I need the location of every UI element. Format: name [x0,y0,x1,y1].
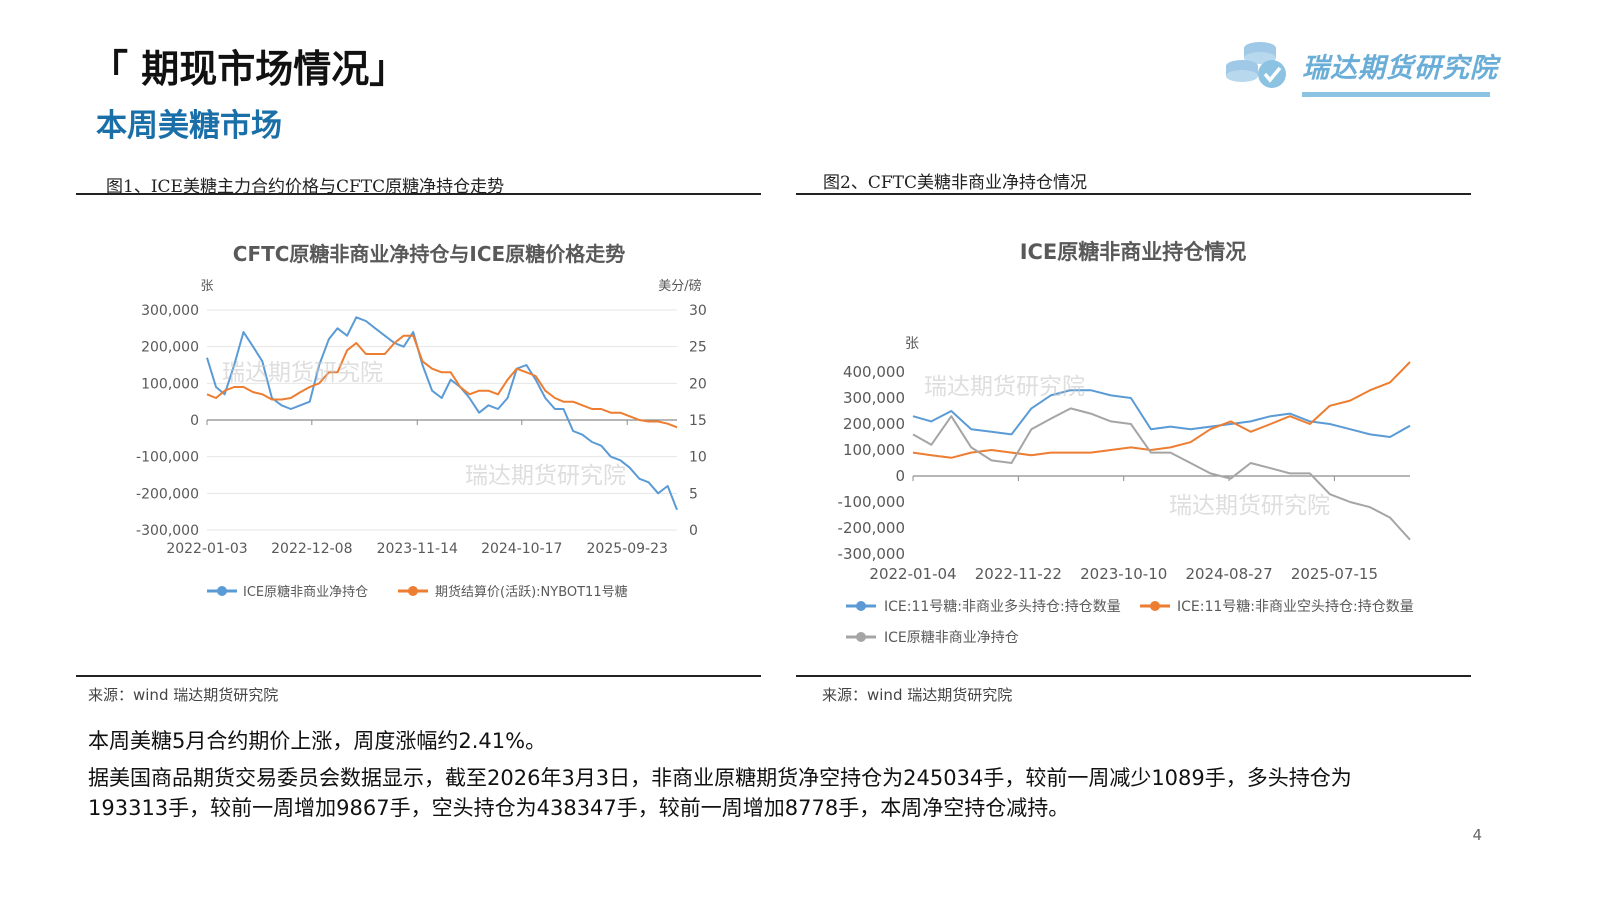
y-right-tick-label: 15 [689,413,707,429]
y-tick-label: -300,000 [838,545,905,563]
legend-marker-blue [217,586,227,596]
figure-1-top-rule [76,193,761,195]
y-tick-label: 0 [190,413,199,429]
figure-1-source: 来源：wind 瑞达期货研究院 [88,686,279,704]
chart-2-y-unit: 张 [905,336,919,352]
x-tick-label: 2024-08-27 [1185,565,1272,583]
x-tick-label: 2023-11-14 [377,541,458,557]
section-subtitle: 本周美糖市场 [96,108,282,144]
figure-1-caption: 图1、ICE美糖主力合约价格与CFTC原糖净持仓走势 [106,177,505,197]
chart-1-right-unit: 美分/磅 [658,278,701,294]
series-line-2 [912,361,1411,459]
body-paragraph-2: 据美国商品期货交易委员会数据显示，截至2026年3月3日，非商业原糖期货净空持仓… [88,766,1352,820]
y-right-tick-label: 30 [689,303,707,319]
chart-2-gridlines [912,475,1410,481]
chart-1-title: CFTC原糖非商业净持仓与ICE原糖价格走势 [233,242,625,266]
chart-2-legend-label: ICE:11号糖:非商业空头持仓:持仓数量 [1177,599,1414,615]
y-right-tick-label: 5 [689,486,698,502]
chart-1-series [206,316,678,511]
series-line-1 [206,316,678,511]
company-logo: 瑞达期货研究院 [1220,36,1497,102]
chart-1: CFTC原糖非商业净持仓与ICE原糖价格走势 张 美分/磅 300,000200… [136,242,707,600]
chart-2-legend-label: ICE:11号糖:非商业多头持仓:持仓数量 [884,598,1121,615]
legend-marker-orange [408,586,418,596]
chart-1-gridlines [206,309,677,531]
coins-logo-icon [1226,42,1286,88]
y-tick-label: 200,000 [843,415,905,433]
chart-2-watermark: 瑞达期货研究院 [1169,493,1330,519]
chart-1-left-unit: 张 [200,279,213,294]
logo-underline [1302,92,1490,97]
body-paragraph-1: 本周美糖5月合约期价上涨，周度涨幅约2.41%。 [88,729,547,753]
figure-1-bottom-rule [76,675,761,677]
y-tick-label: 300,000 [843,389,905,407]
chart-1-legend-label: 期货结算价(活跃):NYBOT11号糖 [435,584,628,600]
y-tick-label: 100,000 [141,376,199,392]
chart-2-title: ICE原糖非商业持仓情况 [1020,240,1247,264]
chart-2-legend-label: ICE原糖非商业净持仓 [884,630,1019,646]
legend-marker-orange [1150,601,1160,611]
y-right-tick-label: 20 [689,376,707,392]
page-number: 4 [1472,826,1482,844]
figure-2-top-rule [796,193,1471,195]
chart-2-legend: ICE:11号糖:非商业多头持仓:持仓数量 ICE:11号糖:非商业空头持仓:持… [846,598,1414,646]
logo-text: 瑞达期货研究院 [1302,53,1498,84]
series-line-2 [206,334,678,429]
chart-1-legend: ICE原糖非商业净持仓 期货结算价(活跃):NYBOT11号糖 [207,584,628,600]
chart-1-watermark: 瑞达期货研究院 [222,360,383,386]
x-tick-label: 2022-12-08 [271,541,352,557]
chart-1-tick-labels: 300,000 200,000 100,000 0 -100,000 -200,000 -3… [136,303,707,557]
x-tick-label: 2024-10-17 [481,541,562,557]
y-tick-label: -100,000 [136,450,199,466]
x-tick-label: 2022-01-04 [869,565,956,583]
y-right-tick-label: 25 [689,340,707,356]
chart-2-watermark: 瑞达期货研究院 [924,374,1085,400]
y-tick-label: -200,000 [838,519,905,537]
series-line-1 [912,389,1411,438]
legend-marker-blue [856,601,866,611]
x-tick-label: 2022-01-03 [166,541,247,557]
x-tick-label: 2023-10-10 [1080,565,1167,583]
x-tick-label: 2022-11-22 [975,565,1062,583]
chart-1-watermark: 瑞达期货研究院 [465,463,626,489]
y-tick-label: 300,000 [141,303,199,319]
y-tick-label: 100,000 [843,441,905,459]
chart-2: ICE原糖非商业持仓情况 张 400,000 300,000 200,000 100,… [838,240,1414,646]
y-right-tick-label: 10 [689,450,707,466]
x-tick-label: 2025-09-23 [587,541,668,557]
y-tick-label: -300,000 [136,523,199,539]
legend-marker-gray [856,632,866,642]
figure-2-source: 来源：wind 瑞达期货研究院 [822,686,1013,704]
page-title: 「 期现市场情况」 [90,47,408,91]
chart-2-series [912,361,1411,541]
y-tick-label: -100,000 [838,493,905,511]
figure-2-bottom-rule [796,675,1471,677]
y-tick-label: 200,000 [141,340,199,356]
y-tick-label: 0 [895,467,905,485]
x-tick-label: 2025-07-15 [1291,565,1378,583]
chart-1-legend-label: ICE原糖非商业净持仓 [243,584,368,600]
figure-2-caption: 图2、CFTC美糖非商业净持仓情况 [823,173,1087,193]
y-tick-label: -200,000 [136,486,199,502]
chart-2-tick-labels: 400,000 300,000 200,000 100,000 0 -100,000 -20… [838,363,1378,583]
y-right-tick-label: 0 [689,523,698,539]
series-line-3 [912,407,1411,541]
y-tick-label: 400,000 [843,363,905,381]
